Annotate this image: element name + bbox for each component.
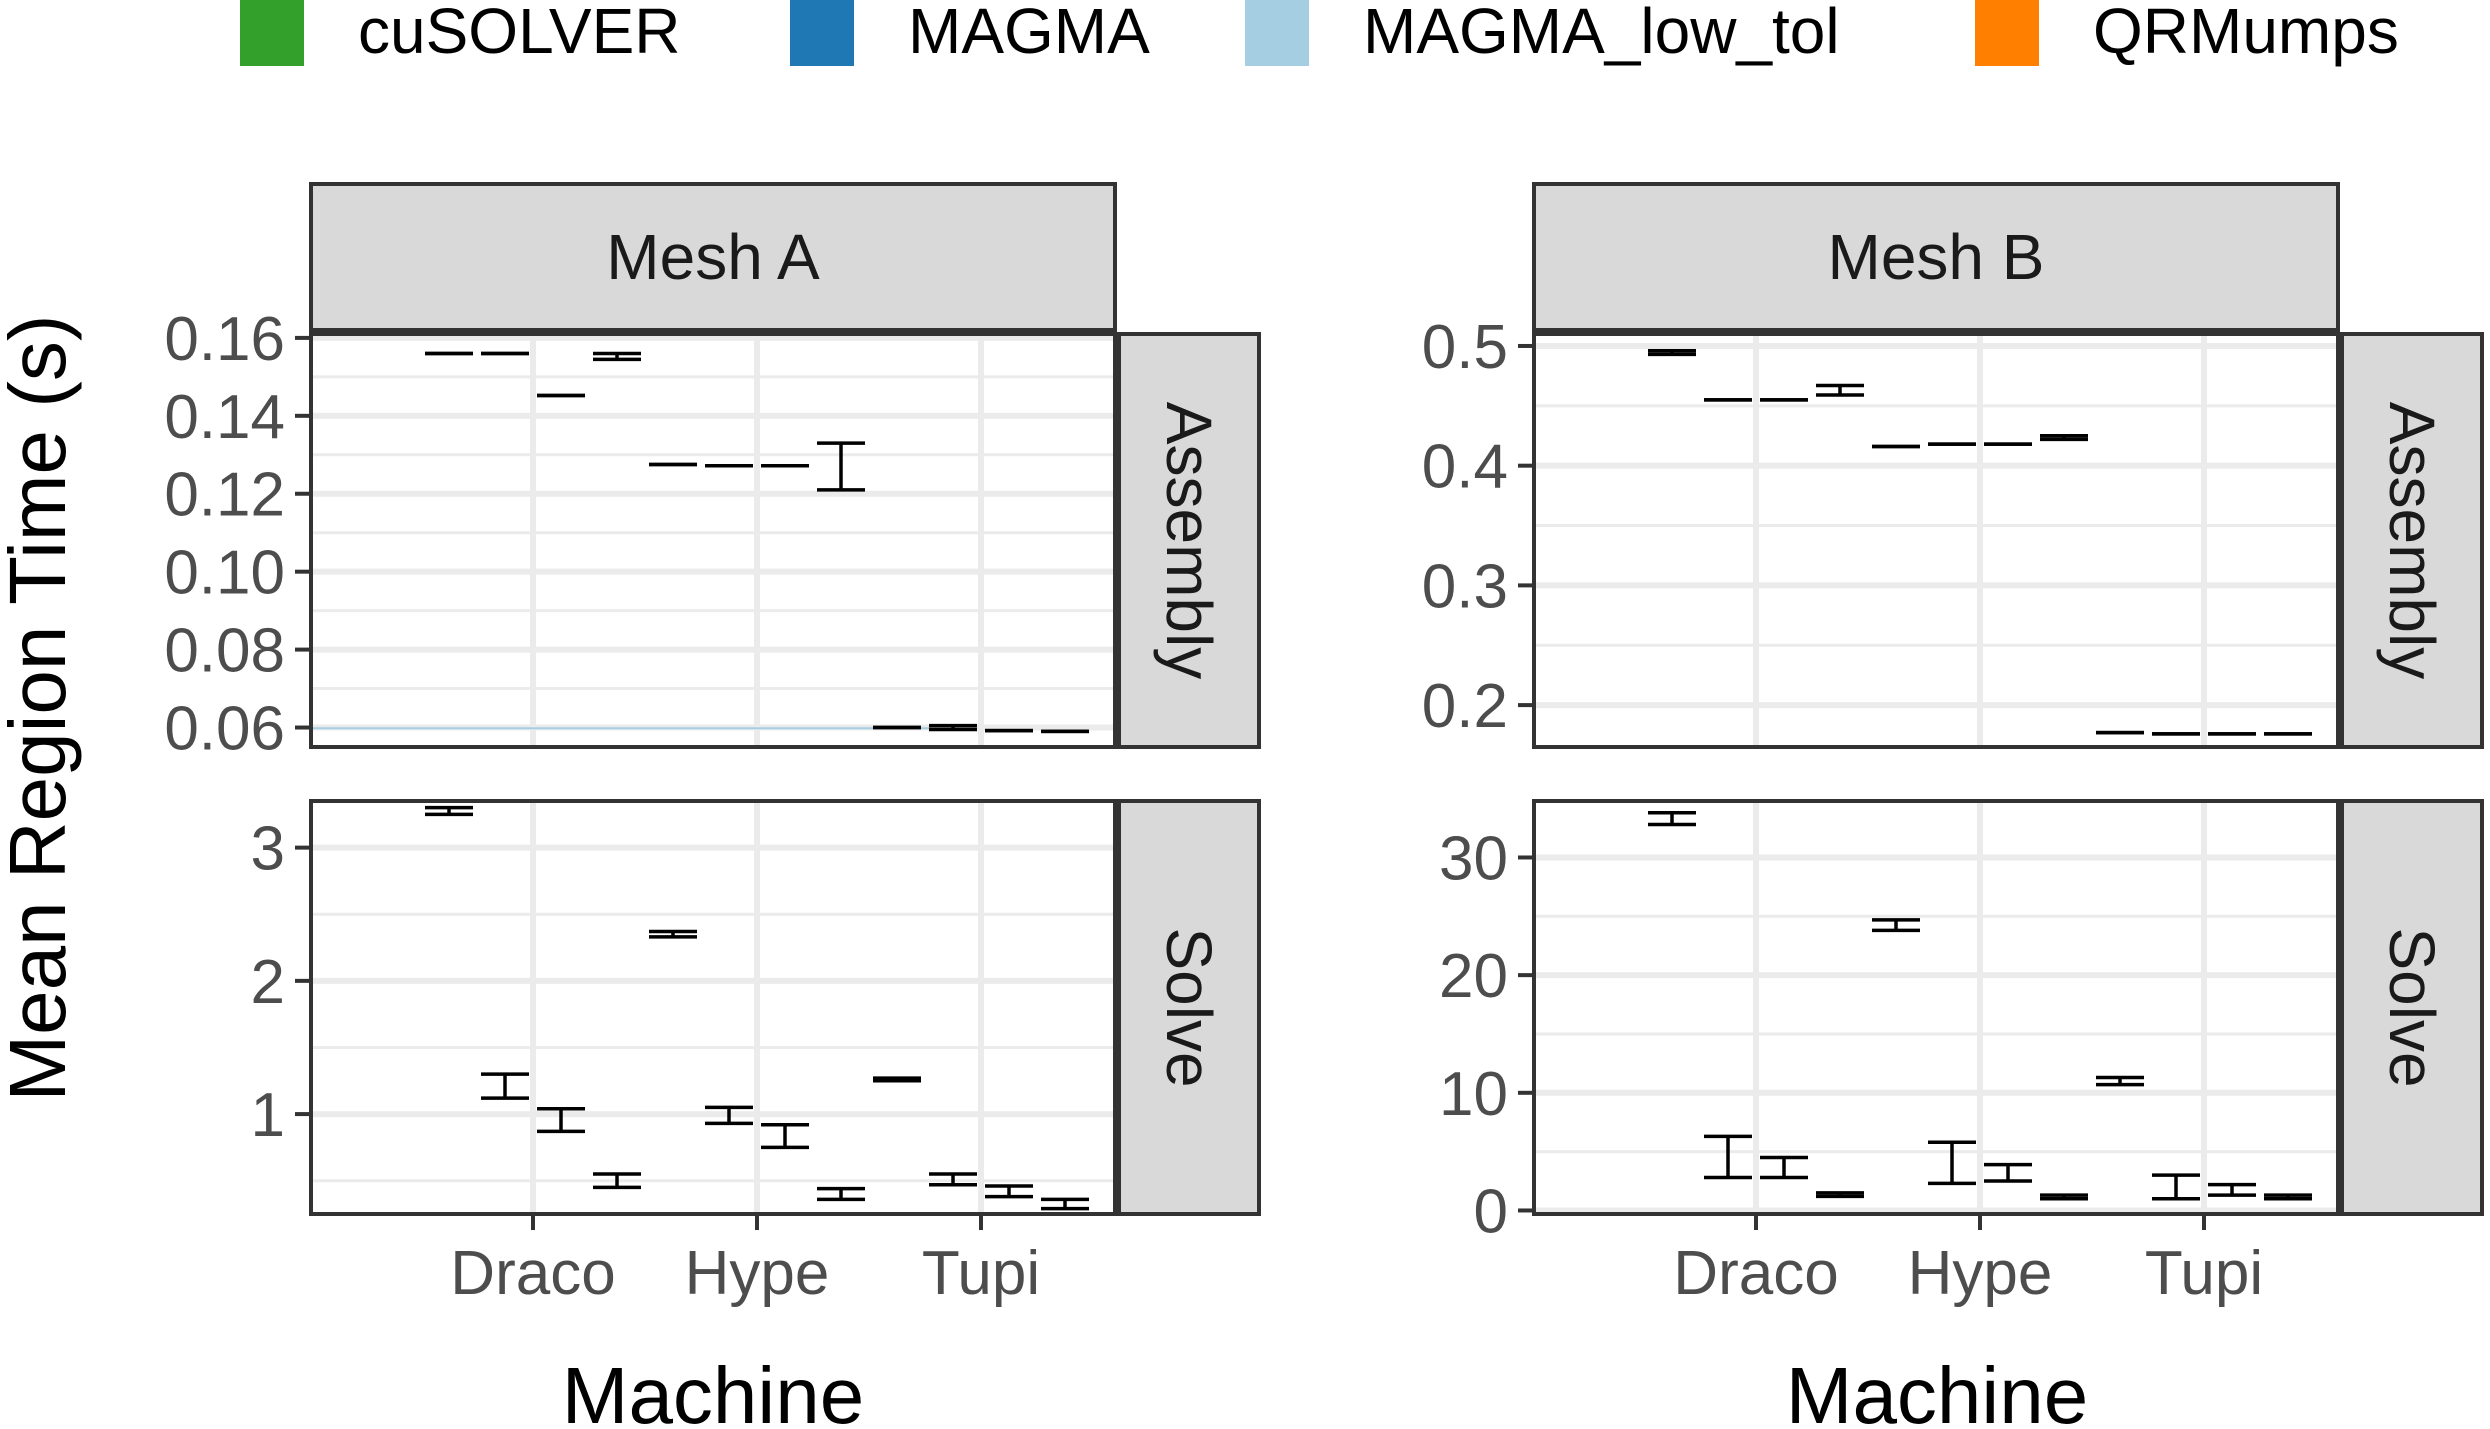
y-tick-label-mesh-b-assembly: 0.5 [1422, 313, 1508, 382]
panel-mesh-b-solve: 0 10 20 30 Draco Hype Tupi [1439, 799, 2340, 1308]
panels: Mesh A Mesh B Assembly Solve Assembly Solve 0.… [164, 182, 2484, 1308]
x-tick-label-hype-mesh-b: Hype [1908, 1239, 2053, 1308]
x-axis-title-mesh-a: Machine [562, 1351, 864, 1429]
errorbar-magma-hype-mesh-b-solve [1928, 1140, 1976, 1186]
x-tick-label-tupi-mesh-b: Tupi [2145, 1239, 2263, 1308]
errorbar-cusolver-draco-mesh-b-solve [1648, 811, 1696, 827]
y-tick-label-mesh-b-solve: 0 [1474, 1177, 1508, 1246]
panel-border-mesh-a-solve [309, 799, 1117, 1216]
legend-key-magma-low-tol [1245, 0, 1309, 66]
errorbar-magma-draco-mesh-b-solve [1704, 1134, 1752, 1180]
errorbar-qrmumps-hype-mesh-b-assembly [2040, 434, 2088, 442]
errorbar-cusolver-tupi-mesh-a-solve [873, 1076, 921, 1083]
y-tick-label-mesh-b-assembly: 0.4 [1422, 433, 1508, 502]
legend-label-magma: MAGMA [908, 0, 1150, 67]
errorbar-magma-tupi-mesh-a-solve [929, 1172, 977, 1187]
errorbar-qrmumps-tupi-mesh-b-solve [2264, 1193, 2312, 1201]
row-strip-label-mesh-b-assembly: Assembly [2376, 402, 2448, 679]
row-strip-label-mesh-b-solve: Solve [2376, 927, 2448, 1087]
legend-label-qrmumps: QRMumps [2093, 0, 2399, 67]
y-tick-label-mesh-b-solve: 30 [1439, 824, 1508, 893]
errorbar-magma-hype-mesh-a-solve [705, 1105, 753, 1126]
panel-border-mesh-b-solve [1532, 799, 2340, 1216]
column-strip-label-mesh-b: Mesh B [1828, 221, 2045, 293]
legend-key-cusolver [240, 0, 304, 66]
panel-mesh-a-assembly: 0.06 0.08 0.10 0.12 0.14 0.16 [164, 305, 1117, 764]
y-tick-label-mesh-a-solve: 3 [251, 815, 285, 884]
errorbar-qrmumps-hype-mesh-b-solve [2040, 1193, 2088, 1201]
y-tick-label-mesh-b-assembly: 0.3 [1422, 552, 1508, 621]
y-tick-label-mesh-a-assembly: 0.08 [164, 617, 285, 686]
y-tick-label-mesh-a-solve: 2 [251, 948, 285, 1017]
legend-key-magma [790, 0, 854, 66]
row-strip-mesh-b-assembly [2340, 332, 2484, 749]
y-axis-title: Mean Region Time (s) [0, 315, 82, 1102]
panel-mesh-a-solve: 1 2 3 Draco Hype Tupi [251, 799, 1117, 1308]
legend-key-qrmumps [1975, 0, 2039, 66]
row-strip-label-mesh-a-solve: Solve [1153, 927, 1225, 1087]
row-strip-mesh-a-solve [1117, 799, 1261, 1216]
errorbar-magma-draco-mesh-a-solve [481, 1072, 529, 1100]
legend-label-magma-low-tol: MAGMA_low_tol [1363, 0, 1840, 67]
errorbar-magma-low-tol-tupi-mesh-b-solve [2208, 1182, 2256, 1197]
errorbar-cusolver-draco-mesh-a-solve [425, 805, 473, 817]
errorbar-qrmumps-hype-mesh-a-assembly [817, 441, 865, 492]
legend: cuSOLVER MAGMA MAGMA_low_tol QRMumps [240, 0, 2399, 67]
y-tick-label-mesh-a-solve: 1 [251, 1081, 285, 1150]
errorbar-magma-low-tol-draco-mesh-b-solve [1760, 1155, 1808, 1180]
column-strip-mesh-b [1532, 182, 2340, 332]
panel-mesh-b-assembly: 0.2 0.3 0.4 0.5 [1422, 313, 2340, 749]
errorbar-cusolver-tupi-mesh-b-solve [2096, 1075, 2144, 1087]
x-tick-label-hype-mesh-a: Hype [685, 1239, 830, 1308]
errorbar-qrmumps-hype-mesh-a-solve [817, 1186, 865, 1202]
column-strip-mesh-a [309, 182, 1117, 332]
y-tick-label-mesh-a-assembly: 0.12 [164, 461, 285, 530]
errorbar-qrmumps-draco-mesh-b-solve [1816, 1191, 1864, 1199]
errorbar-cusolver-hype-mesh-b-solve [1872, 918, 1920, 933]
errorbar-cusolver-hype-mesh-a-solve [649, 929, 697, 939]
x-axis-title-mesh-b: Machine [1786, 1351, 2088, 1429]
y-tick-label-mesh-b-assembly: 0.2 [1422, 672, 1508, 741]
x-tick-label-draco-mesh-a: Draco [450, 1239, 615, 1308]
panel-background-mesh-a-solve [311, 801, 1115, 1214]
errorbar-cusolver-draco-mesh-b-assembly [1648, 349, 1696, 357]
row-strip-mesh-b-solve [2340, 799, 2484, 1216]
panel-border-mesh-b-assembly [1532, 332, 2340, 749]
x-tick-label-draco-mesh-b: Draco [1673, 1239, 1838, 1308]
legend-label-cusolver: cuSOLVER [358, 0, 681, 67]
panel-background-mesh-a-assembly [311, 334, 1115, 747]
y-tick-label-mesh-a-assembly: 0.14 [164, 383, 285, 452]
y-tick-label-mesh-a-assembly: 0.16 [164, 305, 285, 374]
y-tick-label-mesh-a-assembly: 0.10 [164, 539, 285, 608]
errorbar-magma-low-tol-draco-mesh-a-solve [537, 1107, 585, 1134]
row-strip-label-mesh-a-assembly: Assembly [1153, 402, 1225, 679]
y-tick-label-mesh-a-assembly: 0.06 [164, 695, 285, 764]
errorbar-qrmumps-tupi-mesh-a-solve [1041, 1197, 1089, 1211]
column-strip-label-mesh-a: Mesh A [606, 221, 820, 293]
errorbar-qrmumps-draco-mesh-b-assembly [1816, 383, 1864, 397]
x-tick-label-tupi-mesh-a: Tupi [922, 1239, 1040, 1308]
errorbar-magma-low-tol-hype-mesh-a-solve [761, 1122, 809, 1150]
errorbar-magma-tupi-mesh-b-solve [2152, 1173, 2200, 1201]
y-tick-label-mesh-b-solve: 20 [1439, 942, 1508, 1011]
panel-border-mesh-a-assembly [309, 332, 1117, 749]
panel-background-mesh-b-assembly [1534, 334, 2338, 747]
y-tick-label-mesh-b-solve: 10 [1439, 1060, 1508, 1129]
errorbar-qrmumps-draco-mesh-a-assembly [593, 351, 641, 362]
errorbar-qrmumps-draco-mesh-a-solve [593, 1172, 641, 1190]
row-strip-mesh-a-assembly [1117, 332, 1261, 749]
errorbar-magma-low-tol-hype-mesh-b-solve [1984, 1162, 2032, 1183]
errorbar-magma-low-tol-tupi-mesh-a-solve [985, 1184, 1033, 1199]
errorbar-magma-tupi-mesh-a-assembly [929, 723, 977, 732]
